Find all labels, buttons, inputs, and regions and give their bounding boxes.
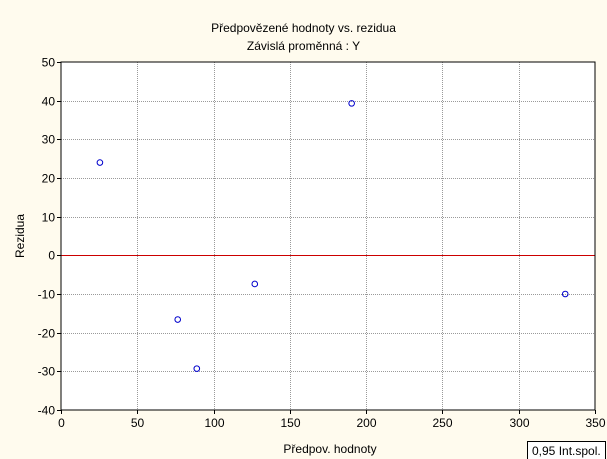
y-tick-label: 30: [42, 133, 56, 147]
x-tick-label: 50: [131, 416, 145, 430]
y-axis-label: Rezidua: [13, 213, 27, 259]
y-tick-label: 40: [42, 95, 56, 109]
x-axis-label: Předpov. hodnoty: [283, 442, 377, 456]
x-tick-label: 150: [280, 416, 300, 430]
data-point: [193, 365, 201, 372]
plot-frame: [60, 61, 596, 411]
y-tick-label: -30: [38, 365, 56, 379]
confidence-interval-note: 0,95 Int.spol.: [527, 441, 606, 459]
x-tick-label: 350: [585, 416, 605, 430]
point-layer: [96, 100, 569, 372]
y-tick-label: 20: [42, 172, 56, 186]
chart-subtitle: Závislá proměnná : Y: [246, 39, 361, 53]
chart-title: Předpovězené hodnoty vs. rezidua: [211, 21, 396, 35]
y-tick-label: 50: [42, 56, 56, 70]
x-tick-label: 300: [509, 416, 529, 430]
data-point: [96, 159, 104, 166]
y-tick-label: -40: [38, 404, 56, 418]
axis-layer: 0 50 100 150 200 250 300 350 -40 -30 -20 -10 0 10 20 30…: [38, 56, 606, 431]
x-tick-label: 0: [58, 416, 65, 430]
x-tick-label: 100: [204, 416, 224, 430]
y-tick-label: -20: [38, 327, 56, 341]
grid-layer: [61, 62, 595, 410]
x-tick-label: 200: [356, 416, 376, 430]
y-tick-label: 0: [48, 249, 55, 263]
plot-area: [61, 62, 595, 410]
data-point: [251, 280, 259, 288]
y-tick-label: -10: [38, 288, 56, 302]
data-point: [348, 100, 355, 107]
data-point: [174, 316, 182, 323]
y-tick-label: 10: [42, 211, 56, 225]
data-point: [561, 290, 569, 298]
x-tick-label: 250: [432, 416, 452, 430]
